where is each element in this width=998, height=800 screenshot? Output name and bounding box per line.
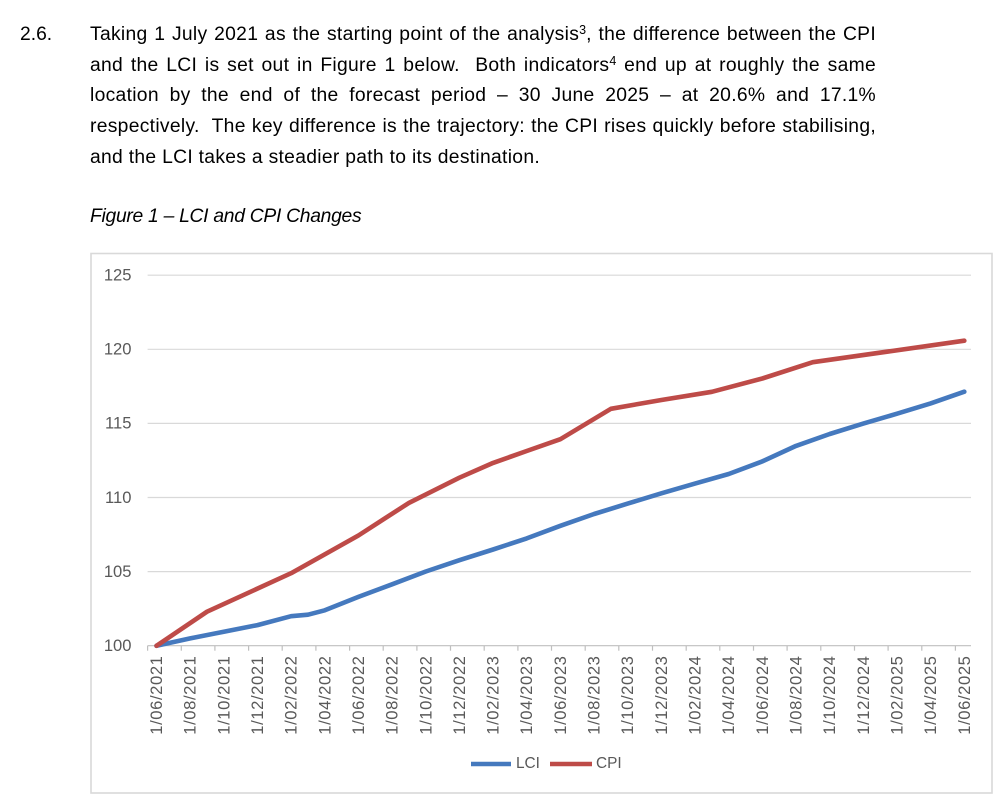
svg-text:1/02/2023: 1/02/2023 bbox=[484, 656, 503, 735]
svg-text:110: 110 bbox=[105, 488, 131, 507]
svg-text:1/02/2024: 1/02/2024 bbox=[686, 656, 705, 735]
svg-text:120: 120 bbox=[104, 340, 132, 359]
svg-text:1/10/2021: 1/10/2021 bbox=[214, 656, 233, 735]
svg-text:1/02/2022: 1/02/2022 bbox=[282, 656, 301, 735]
svg-text:1/08/2023: 1/08/2023 bbox=[585, 656, 604, 735]
svg-text:CPI: CPI bbox=[596, 755, 622, 772]
svg-text:1/10/2023: 1/10/2023 bbox=[618, 656, 637, 735]
svg-text:1/04/2024: 1/04/2024 bbox=[719, 656, 738, 735]
svg-text:1/04/2022: 1/04/2022 bbox=[315, 656, 334, 735]
svg-text:1/06/2024: 1/06/2024 bbox=[753, 656, 772, 735]
svg-text:1/12/2021: 1/12/2021 bbox=[248, 656, 267, 735]
svg-text:115: 115 bbox=[105, 414, 131, 433]
svg-text:1/08/2021: 1/08/2021 bbox=[181, 656, 200, 735]
svg-text:1/10/2022: 1/10/2022 bbox=[416, 656, 435, 735]
svg-text:LCI: LCI bbox=[516, 755, 540, 772]
svg-text:1/12/2022: 1/12/2022 bbox=[450, 656, 469, 735]
svg-text:100: 100 bbox=[104, 636, 132, 655]
svg-text:1/12/2024: 1/12/2024 bbox=[854, 656, 873, 735]
svg-text:105: 105 bbox=[104, 562, 132, 581]
svg-text:1/06/2023: 1/06/2023 bbox=[551, 656, 570, 735]
svg-text:125: 125 bbox=[104, 266, 132, 285]
svg-text:1/06/2022: 1/06/2022 bbox=[349, 656, 368, 735]
svg-text:1/04/2025: 1/04/2025 bbox=[921, 656, 940, 735]
svg-text:1/08/2024: 1/08/2024 bbox=[787, 656, 806, 735]
svg-text:1/06/2025: 1/06/2025 bbox=[955, 656, 974, 735]
svg-text:1/08/2022: 1/08/2022 bbox=[383, 656, 402, 735]
svg-text:1/06/2021: 1/06/2021 bbox=[147, 656, 166, 735]
svg-text:1/12/2023: 1/12/2023 bbox=[652, 656, 671, 735]
svg-text:1/04/2023: 1/04/2023 bbox=[517, 656, 536, 735]
svg-text:1/02/2025: 1/02/2025 bbox=[888, 656, 907, 735]
svg-text:1/10/2024: 1/10/2024 bbox=[820, 656, 839, 735]
